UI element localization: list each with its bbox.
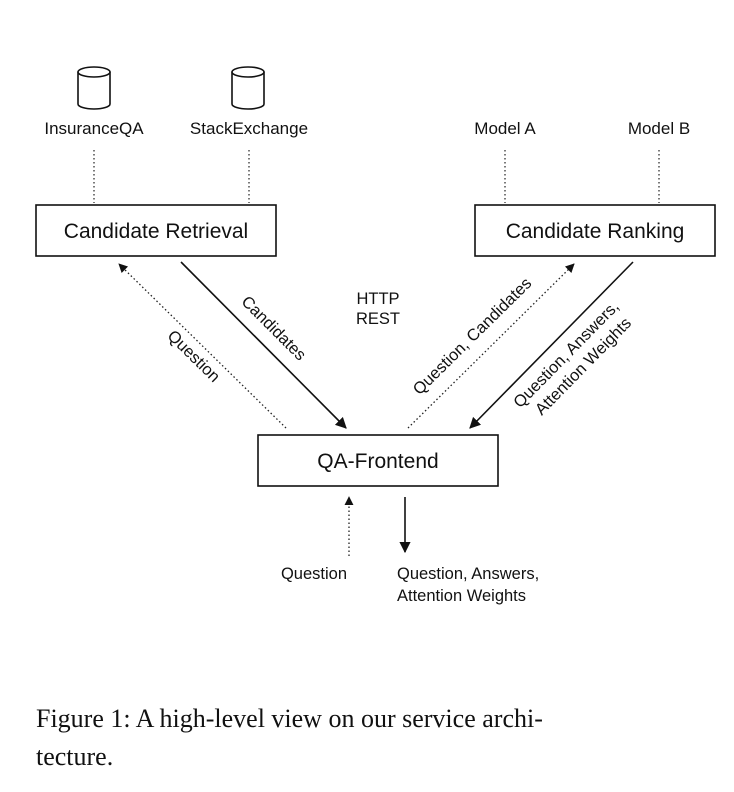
- edge-label-retrieval-candidates: Candidates: [238, 293, 310, 365]
- edge-label-output-2: Attention Weights: [397, 587, 526, 605]
- database-icon-stackexchange: [231, 66, 265, 110]
- protocol-label-rest: REST: [356, 310, 400, 328]
- arrow-answers-to-frontend: [469, 261, 634, 429]
- edge-label-output-1: Question, Answers,: [397, 565, 539, 583]
- candidate-ranking-box: [474, 204, 716, 257]
- database-label-insuranceqa: InsuranceQA: [44, 119, 144, 138]
- edge-label-input-question: Question: [281, 565, 347, 583]
- candidate-retrieval-box: [35, 204, 277, 257]
- model-label-b: Model B: [628, 119, 690, 138]
- figure-caption: Figure 1: A high-level view on our servi…: [36, 700, 716, 776]
- candidate-retrieval-label: Candidate Retrieval: [64, 220, 248, 243]
- figure-caption-line-2: tecture.: [36, 742, 114, 771]
- qa-frontend-label: QA-Frontend: [317, 450, 438, 473]
- edge-label-retrieval-question: Question: [164, 327, 224, 386]
- figure-caption-line-1: Figure 1: A high-level view on our servi…: [36, 704, 543, 733]
- model-label-a: Model A: [474, 119, 536, 138]
- protocol-label-http: HTTP: [356, 290, 399, 308]
- database-icon-insuranceqa: [77, 66, 111, 110]
- arrow-question-candidates-to-ranking: [407, 263, 575, 429]
- qa-frontend-box: [257, 434, 499, 487]
- arrow-candidates-to-frontend: [180, 261, 347, 429]
- arrow-question-to-retrieval: [118, 263, 287, 429]
- database-label-stackexchange: StackExchange: [190, 119, 308, 138]
- candidate-ranking-label: Candidate Ranking: [506, 220, 685, 243]
